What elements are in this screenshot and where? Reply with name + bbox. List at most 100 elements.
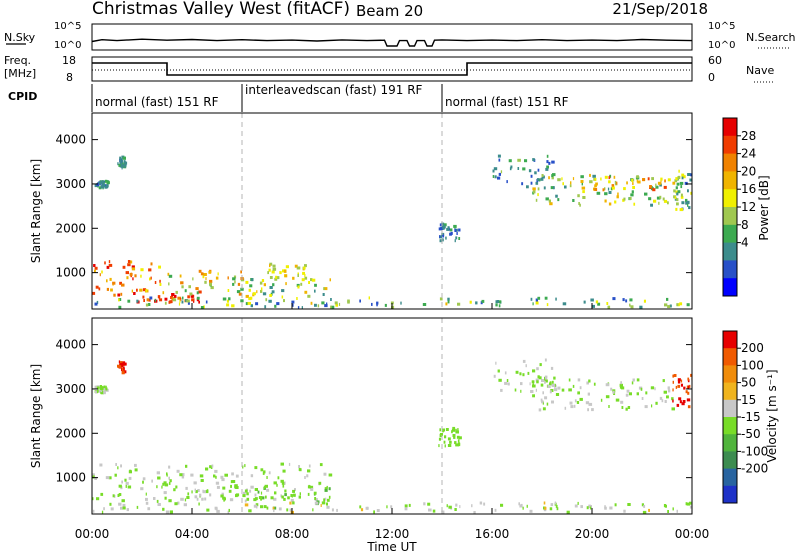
- power-cell: [368, 296, 370, 300]
- velocity-cell: [260, 468, 264, 472]
- power-cell: [209, 279, 213, 283]
- power-cell: [497, 176, 501, 180]
- power-cell: [279, 271, 282, 275]
- velocity-cell: [288, 462, 291, 466]
- power-cell: [310, 301, 313, 305]
- power-cell: [148, 298, 151, 302]
- velocity-cell: [687, 391, 690, 395]
- velocity-cell: [522, 373, 525, 377]
- power-cell: [200, 306, 204, 309]
- velocity-colorbar-swatch: [723, 365, 737, 384]
- velocity-cell: [230, 484, 232, 488]
- power-cell: [226, 303, 230, 307]
- velocity-cell: [451, 430, 453, 434]
- power-cell: [304, 290, 308, 294]
- power-cell: [140, 274, 142, 278]
- power-cell: [684, 181, 688, 185]
- power-cell: [510, 165, 513, 169]
- power-colorbar-tick-label: 12: [741, 200, 756, 214]
- velocity-cell: [162, 482, 165, 486]
- power-cell: [324, 287, 328, 291]
- x-tick-label: 16:00: [475, 527, 510, 541]
- power-cell: [301, 278, 305, 282]
- power-cell: [317, 304, 320, 308]
- velocity-cell: [273, 509, 275, 513]
- velocity-cell: [99, 463, 103, 467]
- power-cell: [118, 298, 120, 302]
- velocity-cell: [103, 507, 105, 511]
- cpid-label: CPID: [8, 90, 37, 103]
- velocity-cell: [202, 490, 206, 494]
- velocity-cell: [244, 489, 248, 493]
- velocity-cell: [455, 428, 457, 432]
- velocity-cell: [157, 476, 161, 480]
- power-cell: [173, 294, 177, 298]
- power-cell: [179, 299, 181, 303]
- velocity-cell: [438, 444, 440, 448]
- power-colorbar-swatch: [723, 224, 737, 244]
- power-cell: [292, 276, 295, 280]
- power-cell: [541, 174, 544, 177]
- velocity-cell: [553, 376, 556, 380]
- power-cell: [594, 184, 597, 188]
- power-cell: [532, 158, 535, 162]
- power-cell: [457, 302, 461, 306]
- power-colorbar-swatch: [723, 135, 737, 155]
- power-cell: [323, 287, 325, 291]
- power-cell: [530, 174, 533, 178]
- velocity-cell: [100, 391, 104, 394]
- power-cell: [188, 285, 191, 289]
- power-cell: [447, 300, 450, 304]
- velocity-cell: [586, 506, 589, 510]
- power-cell: [659, 195, 662, 199]
- velocity-cell: [689, 501, 692, 505]
- power-cell: [205, 300, 208, 304]
- velocity-cell: [260, 491, 263, 495]
- power-cell: [127, 263, 131, 267]
- velocity-cell: [685, 502, 688, 506]
- power-cell: [616, 181, 618, 185]
- power-cell: [630, 305, 634, 309]
- velocity-cell: [643, 504, 646, 508]
- power-cell: [123, 160, 125, 164]
- velocity-cell: [304, 476, 306, 479]
- power-cell: [335, 303, 338, 307]
- power-cell: [296, 266, 301, 270]
- velocity-cell: [221, 492, 224, 496]
- power-cell: [245, 302, 248, 306]
- power-cell: [532, 302, 534, 306]
- power-cell: [686, 200, 690, 204]
- power-cell: [455, 236, 458, 240]
- velocity-cell: [569, 401, 573, 405]
- power-cell: [149, 277, 151, 281]
- power-cell: [686, 303, 690, 307]
- velocity-cell: [636, 378, 640, 382]
- power-cell: [302, 271, 305, 275]
- power-cell: [261, 279, 265, 282]
- velocity-cell: [454, 508, 457, 511]
- velocity-cell: [142, 477, 146, 481]
- velocity-cell: [568, 378, 571, 382]
- velocity-cell: [544, 396, 548, 400]
- power-cell: [271, 290, 275, 294]
- power-cell: [680, 185, 683, 189]
- velocity-cell: [95, 390, 97, 394]
- power-cell: [304, 264, 307, 268]
- velocity-cell: [506, 379, 509, 382]
- power-cell: [440, 227, 444, 230]
- power-cell: [98, 186, 102, 190]
- velocity-cell: [580, 505, 583, 509]
- power-cell: [669, 304, 672, 308]
- nave-right-tick-low: 0: [708, 71, 715, 84]
- power-cell: [611, 184, 615, 188]
- velocity-cell: [227, 510, 230, 514]
- power-cell: [228, 297, 231, 301]
- velocity-cell: [515, 370, 519, 374]
- power-cell: [94, 302, 98, 306]
- power-colorbar-swatch: [723, 242, 737, 261]
- power-cell: [583, 300, 586, 304]
- power-cell: [629, 303, 631, 307]
- velocity-cell: [164, 496, 167, 500]
- power-cell: [106, 279, 108, 283]
- velocity-cell: [609, 506, 613, 510]
